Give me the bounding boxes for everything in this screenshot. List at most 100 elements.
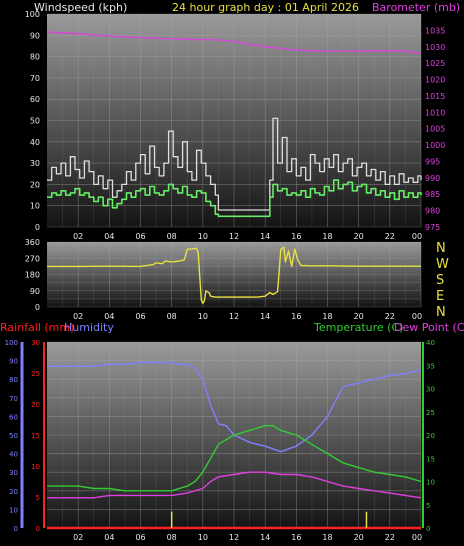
- x-tick-label-climate: 12: [229, 533, 239, 542]
- x-tick-label-direction: 04: [104, 312, 114, 321]
- temperature-y-tick-label: 40: [426, 339, 435, 347]
- rainfall-y-tick-label: 20: [31, 401, 40, 409]
- wind-average-series: [47, 179, 422, 218]
- humidity-y-tick-label: 70: [9, 395, 18, 403]
- direction-y-tick-label: 270: [25, 254, 40, 263]
- compass-label-w: W: [436, 257, 449, 272]
- rainfall-y-tick-label: 0: [36, 525, 40, 533]
- wind-y-tick-label: 70: [30, 74, 40, 83]
- baro-y-tick-label: 1020: [425, 76, 445, 85]
- x-tick-label-direction: 16: [291, 312, 301, 321]
- compass-label-s: S: [436, 273, 444, 288]
- rainfall-y-tick-label: 25: [31, 370, 40, 378]
- x-tick-label-climate: 06: [135, 533, 145, 542]
- x-tick-label-wind: 02: [73, 232, 83, 241]
- x-tick-label-wind: 06: [135, 232, 145, 241]
- axis-labels: 0102030405060708090100975980985990995100…: [5, 10, 446, 542]
- humidity-y-tick-label: 10: [9, 506, 18, 514]
- baro-y-tick-label: 1030: [425, 43, 445, 52]
- x-tick-label-climate: 18: [322, 533, 332, 542]
- humidity-axis-title: Humidity: [64, 321, 114, 334]
- temperature-y-tick-label: 35: [426, 362, 435, 370]
- temperature-y-tick-label: 15: [426, 455, 435, 463]
- x-tick-label-direction: 00: [412, 312, 422, 321]
- x-tick-label-wind: 14: [260, 232, 270, 241]
- x-tick-label-direction: 08: [167, 312, 177, 321]
- temperature-series: [47, 425, 422, 492]
- wind-y-tick-label: 0: [35, 223, 40, 232]
- baro-y-tick-label: 1010: [425, 108, 445, 117]
- temperature-y-tick-label: 5: [426, 502, 430, 510]
- wind-y-tick-label: 40: [30, 138, 40, 147]
- humidity-y-tick-label: 30: [9, 469, 18, 477]
- x-tick-label-wind: 16: [291, 232, 301, 241]
- wind-y-tick-label: 100: [25, 10, 40, 19]
- wind-y-tick-label: 30: [30, 159, 40, 168]
- compass-label-n-top: N: [436, 241, 446, 256]
- temperature-y-tick-label: 10: [426, 479, 435, 487]
- rainfall-y-tick-label: 15: [31, 432, 40, 440]
- humidity-y-tick-label: 60: [9, 413, 18, 421]
- x-tick-label-direction: 14: [260, 312, 270, 321]
- x-tick-label-direction: 12: [229, 312, 239, 321]
- rainfall-y-tick-label: 5: [36, 494, 40, 502]
- wind-y-tick-label: 60: [30, 95, 40, 104]
- baro-y-tick-label: 1035: [425, 26, 445, 35]
- temperature-y-tick-label: 30: [426, 386, 435, 394]
- x-tick-label-climate: 04: [104, 533, 114, 542]
- dew-point-axis-title: Dew Point (C): [394, 321, 464, 334]
- compass-label-n-bottom: N: [436, 305, 446, 320]
- baro-y-tick-label: 980: [425, 207, 440, 216]
- x-tick-label-wind: 04: [104, 232, 114, 241]
- wind-y-tick-label: 80: [30, 53, 40, 62]
- x-tick-label-climate: 14: [260, 533, 270, 542]
- humidity-y-tick-label: 0: [14, 525, 18, 533]
- x-tick-label-climate: 16: [291, 533, 301, 542]
- temperature-y-tick-label: 0: [426, 525, 430, 533]
- rainfall-y-tick-label: 30: [31, 339, 40, 347]
- x-tick-label-direction: 22: [385, 312, 395, 321]
- x-tick-label-direction: 02: [73, 312, 83, 321]
- x-tick-label-direction: 18: [322, 312, 332, 321]
- windspeed-series: [47, 117, 422, 211]
- x-tick-label-wind: 12: [229, 232, 239, 241]
- baro-y-tick-label: 975: [425, 223, 440, 232]
- wind-axis-title: Windspeed (kph): [34, 1, 127, 14]
- x-tick-label-climate: 20: [354, 533, 364, 542]
- barometer-axis-title: Barometer (mb): [372, 1, 460, 14]
- x-tick-label-direction: 10: [198, 312, 208, 321]
- baro-y-tick-label: 995: [425, 157, 440, 166]
- direction-y-tick-label: 360: [25, 238, 40, 247]
- baro-y-tick-label: 1005: [425, 125, 445, 134]
- humidity-y-tick-label: 50: [9, 432, 18, 440]
- baro-y-tick-label: 1025: [425, 59, 445, 68]
- humidity-y-tick-label: 80: [9, 376, 18, 384]
- wind-y-tick-label: 90: [30, 31, 40, 40]
- data-series: [46, 31, 422, 530]
- temperature-y-tick-label: 20: [426, 432, 435, 440]
- rainfall-axis-title: Rainfall (mm): [0, 321, 74, 334]
- humidity-y-tick-label: 100: [5, 339, 18, 347]
- wind-y-tick-label: 10: [30, 202, 40, 211]
- x-tick-label-wind: 18: [322, 232, 332, 241]
- humidity-y-tick-label: 20: [9, 488, 18, 496]
- baro-y-tick-label: 985: [425, 190, 440, 199]
- x-tick-label-wind: 08: [167, 232, 177, 241]
- x-tick-label-climate: 02: [73, 533, 83, 542]
- barometer-series: [46, 31, 422, 54]
- baro-y-tick-label: 1015: [425, 92, 445, 101]
- x-tick-label-climate: 08: [167, 533, 177, 542]
- direction-y-tick-label: 90: [30, 287, 40, 296]
- humidity-series: [47, 361, 422, 453]
- direction-y-tick-label: 180: [25, 271, 40, 280]
- wind-direction-series: [47, 246, 421, 305]
- compass-label-e: E: [436, 289, 444, 304]
- temperature-y-tick-label: 25: [426, 409, 435, 417]
- x-tick-label-climate: 00: [412, 533, 422, 542]
- graph-date-title: 24 hour graph day : 01 April 2026: [172, 1, 359, 14]
- x-tick-label-wind: 00: [412, 232, 422, 241]
- x-tick-label-direction: 20: [354, 312, 364, 321]
- baro-y-tick-label: 1000: [425, 141, 445, 150]
- wind-y-tick-label: 20: [30, 180, 40, 189]
